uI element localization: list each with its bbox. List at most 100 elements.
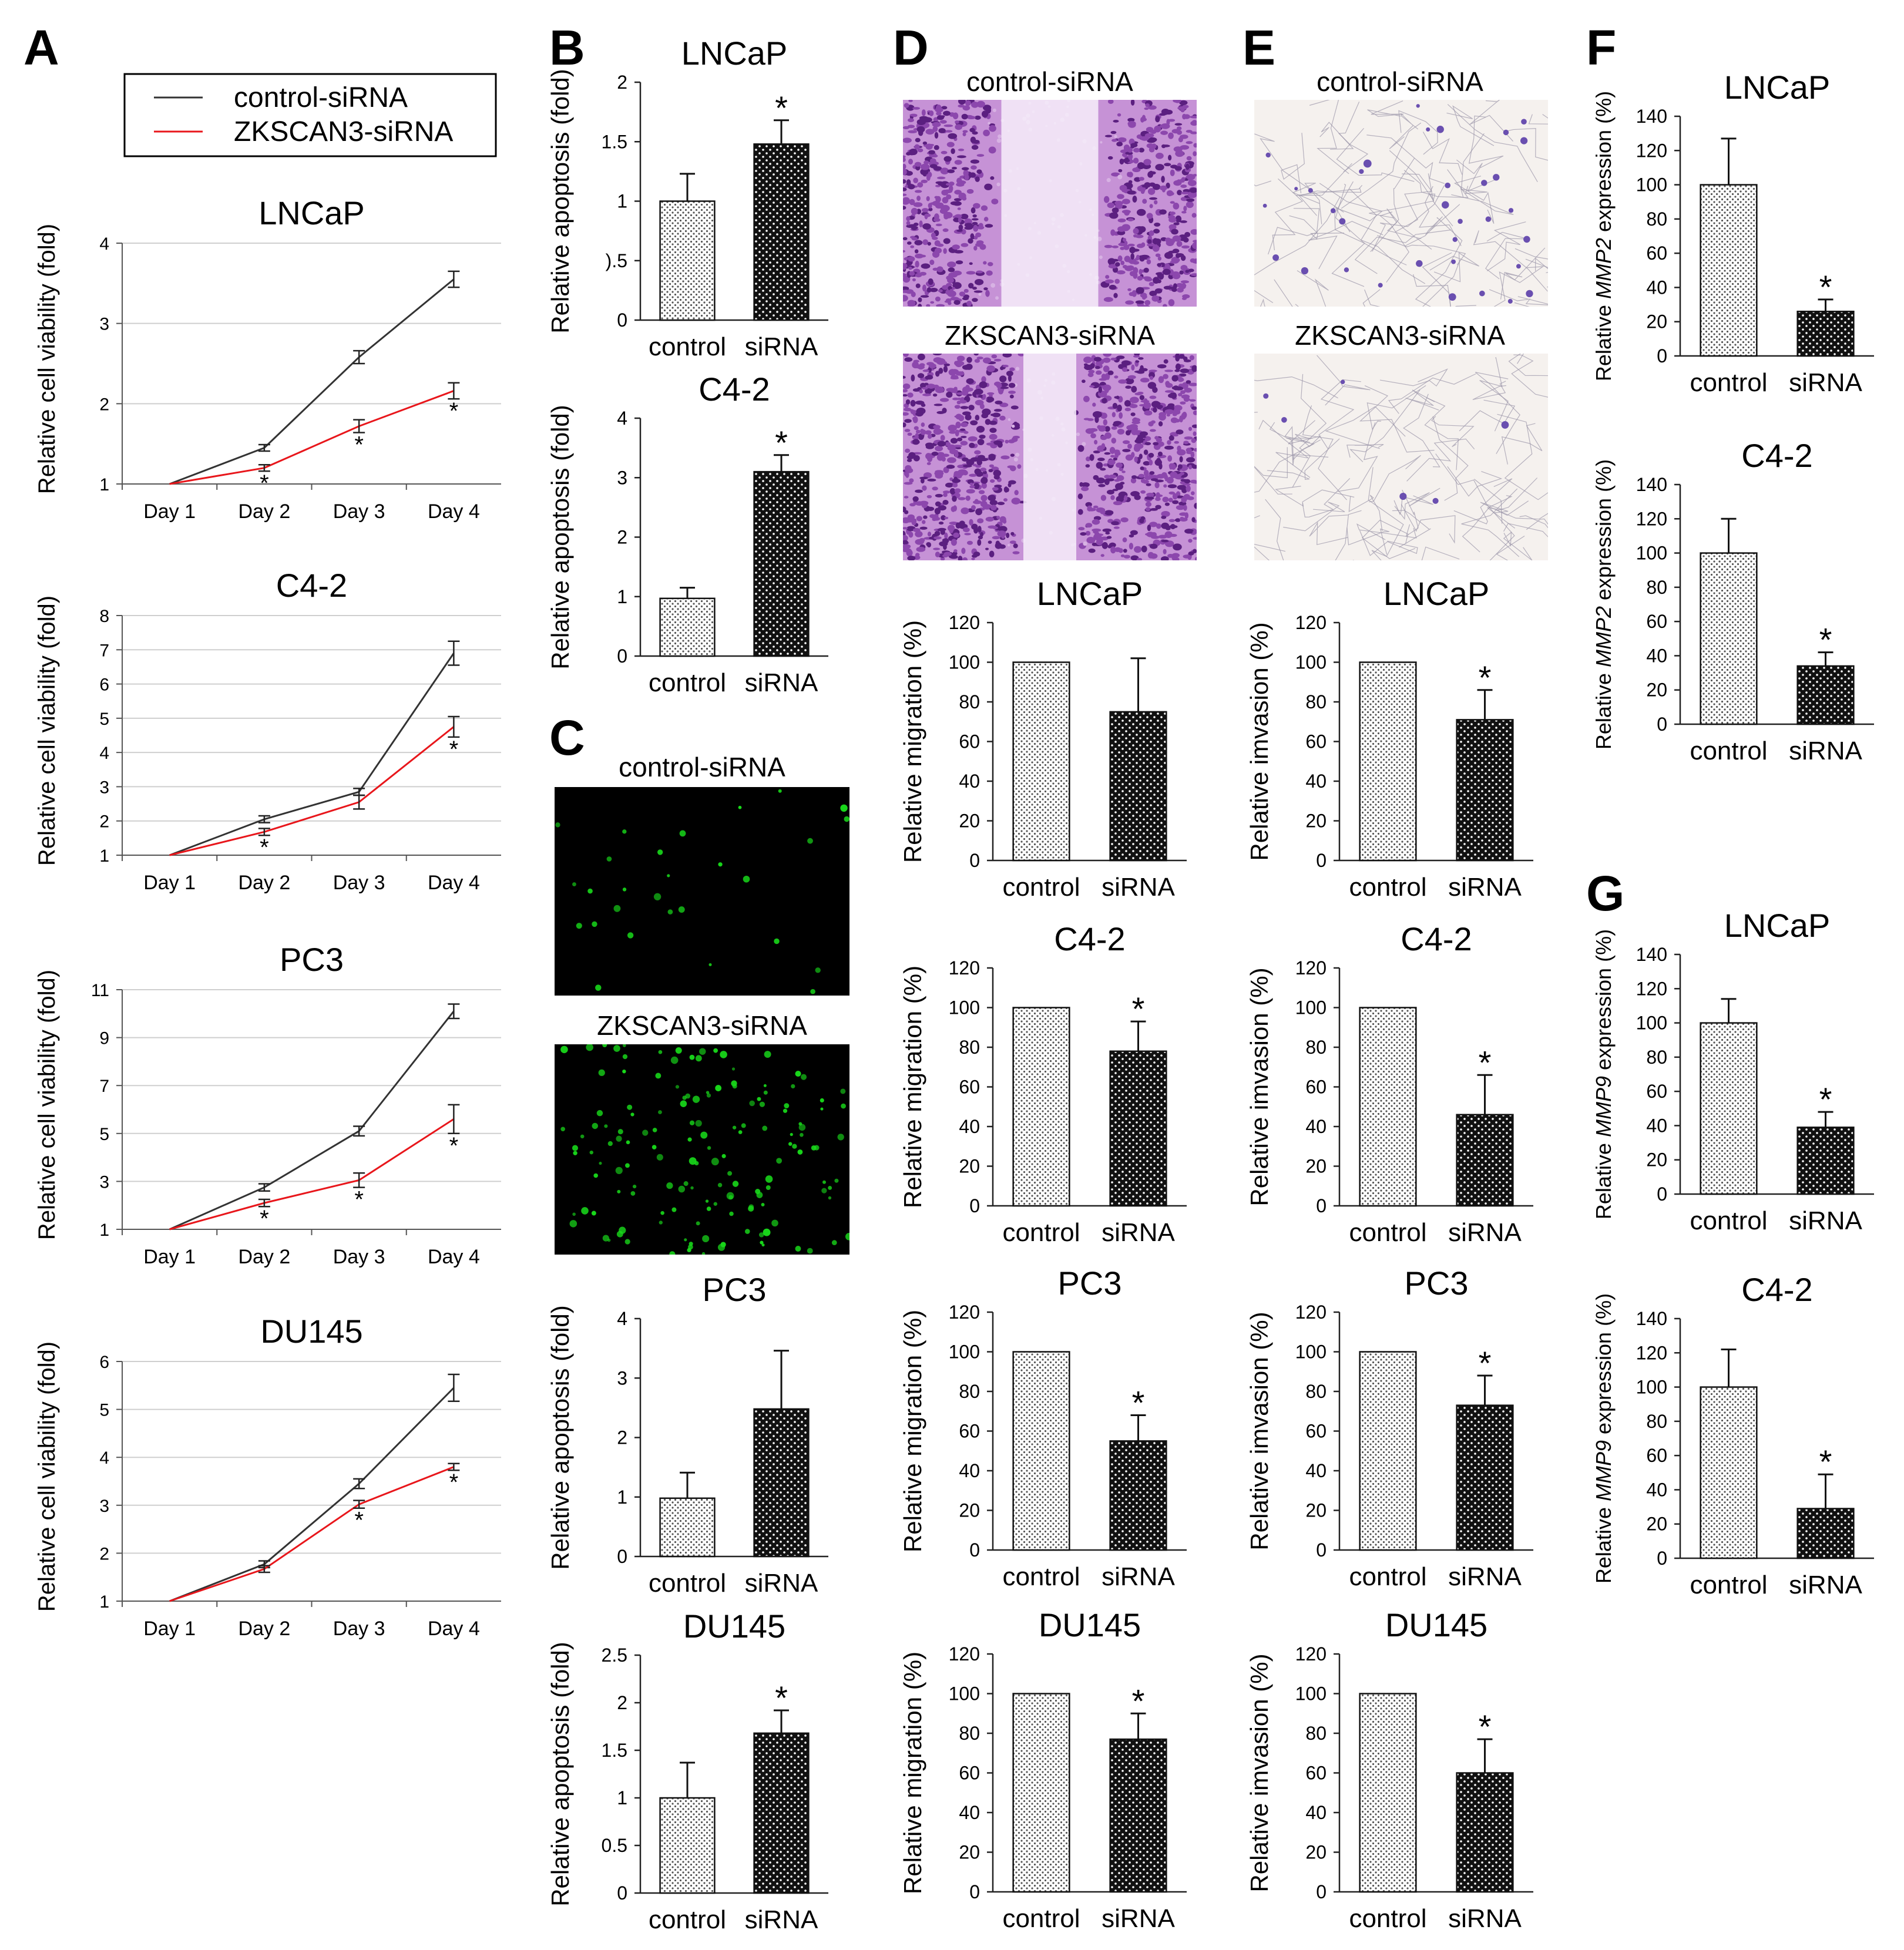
y-tick-label: 0.5 [602,1835,627,1856]
bar-siRNA [753,1408,810,1558]
y-tick-label: 40 [959,771,980,792]
y-tick-label: 60 [959,1077,980,1098]
y-tick-label: 3 [617,467,627,488]
y-tick-label: 2 [99,395,109,414]
y-tick-label: 20 [1305,1842,1327,1863]
bar-control [1359,1351,1417,1551]
significance-star: * [260,1206,269,1232]
x-tick-label: control [649,668,726,697]
micrograph-e-control: control-siRNA [1254,66,1548,307]
x-tick-label: control [1349,1218,1426,1247]
significance-star: * [1819,1443,1832,1480]
error-bar [774,119,789,144]
bar-chart-g2: 0 20 40 60 80 100 120 140 control siRNA * C4-2 Relat… [1591,1271,1874,1599]
y-axis-label: Relative apoptosis (fold) [546,1305,574,1570]
y-tick-label: 3 [99,1497,109,1516]
y-tick-label: 60 [1646,1445,1667,1466]
y-tick-label: 20 [1646,311,1667,332]
y-tick-label: 1.5 [602,131,627,152]
x-tick-label: siRNA [1448,1562,1522,1591]
error-bar [258,1565,270,1574]
x-tick-label: siRNA [1789,1206,1862,1235]
y-tick-label: 100 [1295,1683,1327,1704]
error-bar [1818,298,1834,312]
error-bar [353,349,365,365]
micrograph-title: ZKSCAN3-siRNA [945,320,1155,351]
error-bar [1477,1374,1493,1406]
error-bar [1130,1712,1146,1740]
y-tick-label: 1 [99,475,109,495]
y-tick-label: 5 [99,1125,109,1144]
x-tick-label: control [649,1569,726,1598]
bar-chart-e4: 0 20 40 60 80 100 120 control siRNA * DU145 Relativ… [1245,1606,1533,1933]
y-axis-label: Relative imvasion (%) [1245,967,1273,1206]
y-tick-label: 80 [1305,1381,1327,1402]
chart-title: C4-2 [1054,920,1125,957]
bar-siRNA [1796,310,1855,357]
y-tick-label: 20 [959,811,980,832]
line-chart-pc3: 1 3 5 7 9 11 Day 1 Day 2 Day 3 Day 4 PC3 Relative c… [34,941,501,1268]
significance-star: * [1132,990,1145,1027]
y-tick-label: 100 [949,652,980,673]
y-tick-label: 120 [1295,957,1327,979]
micrograph-c-zkscan3: ZKSCAN3-siRNA [555,1010,849,1255]
error-bar [1477,1738,1493,1773]
bar-control [1700,1386,1758,1559]
y-tick-label: 120 [949,957,980,979]
chart-title: LNCaP [258,194,365,231]
chart-title: C4-2 [1741,1271,1812,1308]
y-tick-label: 2.5 [602,1645,627,1666]
y-tick-label: 0 [1316,1195,1327,1216]
error-bar [258,443,270,452]
y-tick-label: 7 [99,641,109,660]
bar-chart-d2: 0 20 40 60 80 100 120 control siRNA *C4-2 Relative… [899,920,1187,1247]
micrograph-d-control: control-siRNA [903,66,1197,307]
bar-control [1359,1693,1417,1893]
x-tick-label: siRNA [1102,1904,1175,1933]
y-tick-label: 2 [99,812,109,832]
y-tick-label: 80 [1646,1047,1667,1068]
bar-control [659,1497,716,1558]
bar-chart-e3: 0 20 40 60 80 100 120 control siRNA * PC3 Relative … [1245,1265,1533,1591]
error-bar [1130,657,1146,712]
y-tick-label: 60 [1305,1077,1327,1098]
y-axis-label: Relative apoptosis (fold) [546,1642,574,1907]
y-tick-label: 4 [99,744,109,763]
y-tick-label: 2 [617,527,627,548]
panel-letter-b: B [549,20,585,75]
legend-zk-label: ZKSCAN3-siRNA [234,116,453,147]
y-tick-label: 80 [1305,691,1327,712]
significance-star: * [1819,621,1832,658]
y-tick-label: 0 [1316,1881,1327,1902]
series-line-zkscan3 [169,726,455,856]
y-axis-label: Relative apoptosis (fold) [546,405,574,670]
bar-siRNA [753,1732,810,1894]
y-tick-label: 0 [617,310,627,331]
bar-siRNA [753,470,810,657]
y-tick-label: 100 [949,1683,980,1704]
y-tick-label: 80 [959,1381,980,1402]
y-tick-label: 120 [1295,612,1327,633]
error-bar [1721,998,1737,1023]
y-tick-label: 0 [969,850,980,871]
significance-star: * [1479,659,1492,696]
y-tick-label: 5 [99,1401,109,1420]
y-tick-label: 2 [617,1692,627,1713]
chart-title: LNCaP [1383,575,1490,612]
y-tick-label: 100 [1295,1342,1327,1363]
y-tick-label: 0 [1657,345,1667,367]
significance-star: * [1132,1384,1145,1421]
x-tick-label: siRNA [745,332,818,361]
y-tick-label: 1 [617,586,627,607]
bar-chart-e1: 0 20 40 60 80 100 120 control siRNA * LNCaP Relativ… [1245,575,1533,902]
error-bar [448,382,460,400]
x-tick-label: siRNA [1102,873,1175,902]
y-tick-label: 40 [1646,1479,1667,1500]
y-axis-label: Relative migration (%) [899,966,926,1208]
error-bar [774,1350,789,1409]
micrograph-texture [555,789,849,994]
significance-star: * [260,835,269,860]
y-tick-label: 8 [99,607,109,626]
y-tick-label: 80 [1646,577,1667,598]
bar-siRNA [1456,1404,1514,1551]
